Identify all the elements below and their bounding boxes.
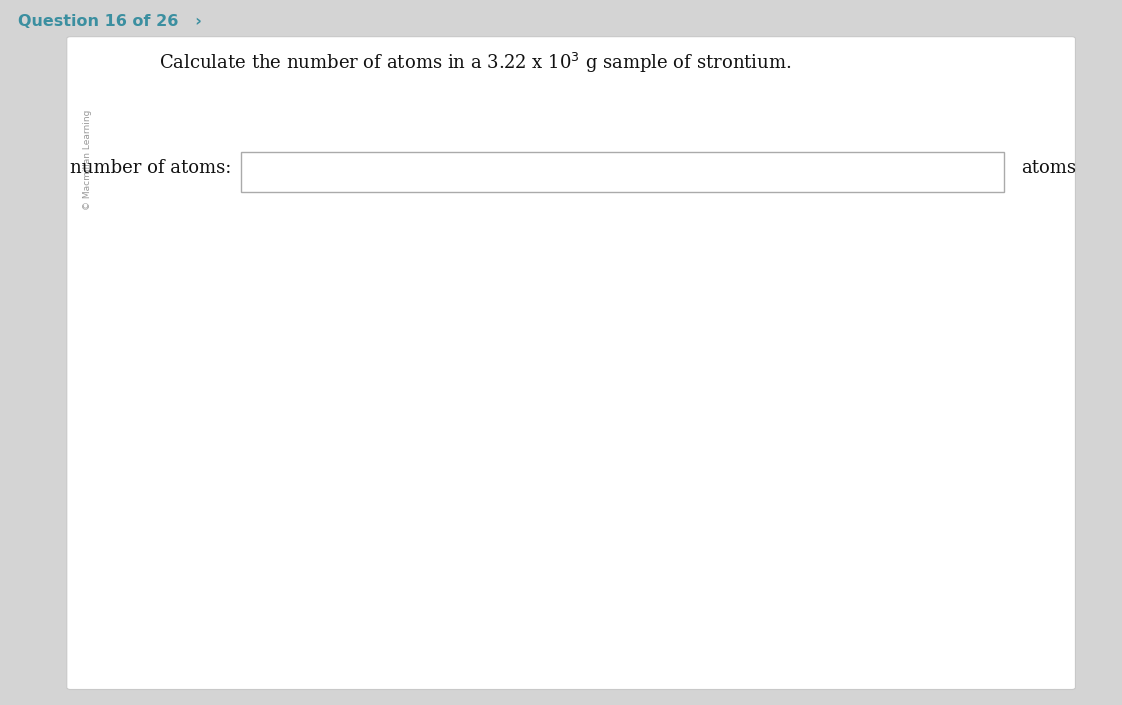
Text: Calculate the number of atoms in a 3.22 x 10$^{3}$ g sample of strontium.: Calculate the number of atoms in a 3.22 … (159, 51, 792, 75)
Text: atoms: atoms (1021, 159, 1076, 177)
Text: © Macmillan Learning: © Macmillan Learning (83, 109, 92, 209)
Text: Question 16 of 26   ›: Question 16 of 26 › (18, 13, 202, 29)
Text: number of atoms:: number of atoms: (70, 159, 231, 177)
Bar (241, 152, 1004, 192)
FancyBboxPatch shape (67, 37, 1075, 689)
